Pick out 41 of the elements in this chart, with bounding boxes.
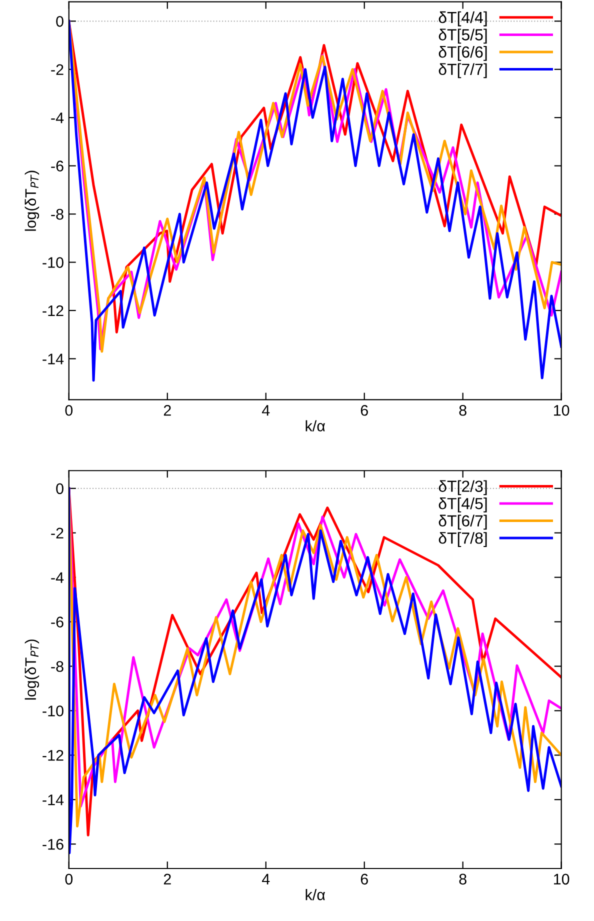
y-tick-label: -2 bbox=[51, 528, 64, 538]
y-tick-label: 0 bbox=[56, 483, 64, 494]
x-tick-label: 6 bbox=[360, 874, 368, 885]
y-tick-label: -6 bbox=[51, 160, 64, 172]
y-tick-label: -4 bbox=[51, 572, 64, 583]
x-tick-label: 0 bbox=[65, 404, 73, 416]
x-tick-label: 8 bbox=[459, 874, 466, 885]
y-tick-label: -10 bbox=[42, 257, 64, 268]
y-axis-title: log(δT$_{PT}$) bbox=[24, 170, 40, 231]
y-tick-label: -12 bbox=[42, 750, 64, 761]
legend-label: δT[7/8] bbox=[438, 532, 487, 547]
x-tick-label: 8 bbox=[459, 404, 466, 416]
y-tick-label: -14 bbox=[42, 794, 64, 806]
y-tick-label: -4 bbox=[51, 112, 64, 124]
legend-label: δT[6/7] bbox=[438, 514, 487, 530]
legend-label: δT[2/3] bbox=[438, 480, 487, 496]
legend-label: δT[4/4] bbox=[438, 11, 487, 26]
y-tick-label: -8 bbox=[51, 208, 64, 220]
x-tick-label: 2 bbox=[164, 404, 171, 416]
x-tick-label: 2 bbox=[164, 874, 171, 884]
x-axis-title: k/α bbox=[306, 420, 326, 432]
y-axis-title: log(δT$_{PT}$) bbox=[24, 640, 40, 700]
y-tick-label: -8 bbox=[51, 661, 64, 672]
x-tick-label: 0 bbox=[65, 874, 73, 885]
y-tick-label: -12 bbox=[42, 305, 64, 316]
y-tick-label: -6 bbox=[51, 616, 64, 628]
y-tick-label: -10 bbox=[42, 706, 64, 716]
y-tick-label: -16 bbox=[42, 838, 64, 850]
x-tick-label: 10 bbox=[554, 404, 570, 416]
legend-label: δT[7/7] bbox=[438, 63, 487, 78]
y-tick-label: -2 bbox=[51, 64, 64, 75]
legend-label: δT[6/6] bbox=[438, 46, 487, 61]
x-axis-title: k/α bbox=[306, 888, 326, 900]
x-tick-label: 6 bbox=[360, 404, 368, 416]
x-tick-label: 10 bbox=[554, 874, 570, 885]
x-tick-label: 4 bbox=[262, 405, 270, 416]
y-tick-label: -14 bbox=[42, 354, 64, 364]
y-tick-label: 0 bbox=[56, 16, 64, 27]
x-tick-label: 4 bbox=[262, 874, 270, 884]
legend-label: δT[4/5] bbox=[438, 498, 487, 512]
legend-label: δT[5/5] bbox=[438, 28, 487, 44]
